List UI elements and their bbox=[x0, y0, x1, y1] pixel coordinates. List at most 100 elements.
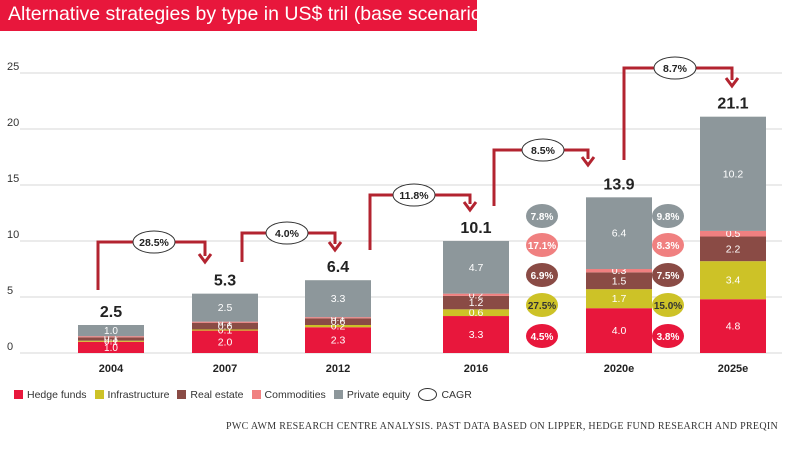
total-label-2004: 2.5 bbox=[100, 304, 122, 321]
bar-real-estate-2025e bbox=[700, 236, 766, 262]
cagr-label-2012-2016: 11.8% bbox=[399, 190, 429, 202]
y-tick-label-0: 0 bbox=[7, 341, 13, 353]
bar-hedge-funds-2004 bbox=[78, 341, 144, 353]
legend-item-commodities: Commodities bbox=[251, 388, 326, 401]
data-label-real-estate-2020e: 1.5 bbox=[612, 275, 627, 287]
cagr-arrowhead-2020e-2025e bbox=[724, 77, 740, 89]
cagr-type-ellipse-real-estate-0 bbox=[526, 263, 558, 287]
bar-commodities-2025e bbox=[700, 230, 766, 237]
cagr-type-ellipse-infrastructure-1 bbox=[652, 293, 684, 317]
bar-real-estate-2004 bbox=[78, 337, 144, 341]
legend-item-infrastructure: Infrastructure bbox=[94, 388, 170, 401]
data-label-infrastructure-2004: 0.1 bbox=[104, 337, 118, 348]
total-label-2016: 10.1 bbox=[460, 220, 491, 237]
legend-swatch-hedge-funds bbox=[14, 390, 23, 399]
total-label-2020e: 13.9 bbox=[603, 176, 634, 193]
cagr-arrowhead-2012-2016 bbox=[462, 201, 478, 213]
cagr-type-label-real-estate-1: 7.5% bbox=[657, 271, 680, 282]
cagr-type-label-private-equity-0: 7.8% bbox=[531, 212, 554, 223]
cagr-type-ellipse-hedge-funds-1 bbox=[652, 324, 684, 348]
legend-label-private-equity: Private equity bbox=[346, 388, 411, 401]
cagr-type-label-hedge-funds-0: 4.5% bbox=[531, 332, 554, 343]
x-tick-label-2016: 2016 bbox=[464, 363, 488, 375]
data-label-private-equity-2025e: 10.2 bbox=[723, 168, 744, 180]
legend-label-real-estate: Real estate bbox=[190, 388, 244, 401]
cagr-ellipse-2016-2020e bbox=[521, 138, 565, 162]
cagr-label-2016-2020e: 8.5% bbox=[531, 145, 556, 157]
title-bar: Alternative strategies by type in US$ tr… bbox=[0, 0, 488, 31]
data-label-infrastructure-2020e: 1.7 bbox=[612, 293, 627, 305]
x-tick-label-2020e: 2020e bbox=[604, 363, 635, 375]
data-label-private-equity-2004: 1.0 bbox=[104, 326, 118, 337]
cagr-label-2020e-2025e: 8.7% bbox=[663, 63, 688, 75]
cagr-type-label-private-equity-1: 9.8% bbox=[657, 212, 680, 223]
legend-label-commodities: Commodities bbox=[264, 388, 326, 401]
cagr-ellipse-2020e-2025e bbox=[653, 56, 697, 80]
total-label-2007: 5.3 bbox=[214, 273, 236, 290]
data-label-commodities-2004: 0.1 bbox=[104, 332, 118, 343]
legend-item-hedge-funds: Hedge funds bbox=[14, 389, 87, 401]
bar-commodities-2016 bbox=[443, 293, 509, 296]
data-label-hedge-funds-2007: 2.0 bbox=[218, 336, 233, 348]
y-tick-label-10: 10 bbox=[7, 229, 19, 241]
y-tick-label-15: 15 bbox=[7, 173, 19, 185]
x-tick-label-2007: 2007 bbox=[213, 363, 237, 375]
data-label-infrastructure-2016: 0.6 bbox=[469, 307, 484, 319]
chart-title: Alternative strategies by type in US$ tr… bbox=[8, 3, 489, 25]
data-label-hedge-funds-2020e: 4.0 bbox=[612, 325, 627, 337]
legend-item-private-equity: Private equity bbox=[333, 388, 411, 401]
legend-swatch-real-estate bbox=[177, 390, 187, 399]
cagr-label-2004-2007: 28.5% bbox=[139, 237, 169, 249]
x-tick-label-2012: 2012 bbox=[326, 363, 350, 375]
cagr-type-ellipse-infrastructure-0 bbox=[526, 293, 558, 317]
bar-infrastructure-2020e bbox=[586, 289, 652, 309]
cagr-type-ellipse-private-equity-1 bbox=[652, 204, 684, 228]
bar-infrastructure-2016 bbox=[443, 309, 509, 317]
data-label-hedge-funds-2004: 1.0 bbox=[104, 343, 118, 354]
data-label-private-equity-2016: 4.7 bbox=[469, 262, 484, 274]
legend-item-cagr: CAGR bbox=[418, 388, 472, 401]
legend-swatch-private-equity bbox=[333, 390, 343, 399]
cagr-type-ellipse-real-estate-1 bbox=[652, 263, 684, 287]
bar-private-equity-2012 bbox=[305, 280, 371, 318]
cagr-ellipse-2012-2016 bbox=[392, 183, 436, 207]
cagr-type-ellipse-commodities-0 bbox=[526, 233, 558, 257]
bar-hedge-funds-2020e bbox=[586, 308, 652, 353]
bar-private-equity-2007 bbox=[192, 293, 258, 322]
total-label-2012: 6.4 bbox=[327, 259, 349, 276]
y-tick-label-5: 5 bbox=[7, 285, 13, 297]
x-tick-label-2025e: 2025e bbox=[718, 363, 749, 375]
bar-real-estate-2007 bbox=[192, 322, 258, 330]
bar-hedge-funds-2007 bbox=[192, 330, 258, 353]
cagr-type-label-real-estate-0: 6.9% bbox=[531, 271, 554, 282]
cagr-type-label-infrastructure-1: 15.0% bbox=[654, 301, 682, 312]
data-label-infrastructure-2025e: 3.4 bbox=[726, 275, 741, 287]
bar-hedge-funds-2012 bbox=[305, 327, 371, 353]
bar-infrastructure-2004 bbox=[78, 340, 144, 342]
bar-private-equity-2025e bbox=[700, 116, 766, 231]
bar-private-equity-2016 bbox=[443, 241, 509, 294]
cagr-arrowhead-2007-2012 bbox=[327, 241, 343, 253]
bar-real-estate-2020e bbox=[586, 272, 652, 290]
legend-label-hedge-funds: Hedge funds bbox=[27, 388, 87, 401]
bar-private-equity-2004 bbox=[78, 325, 144, 337]
legend: Hedge funds Infrastructure Real estate C… bbox=[14, 388, 480, 401]
legend-item-real-estate: Real estate bbox=[177, 388, 244, 401]
cagr-type-label-commodities-0: 17.1% bbox=[528, 241, 556, 252]
bar-commodities-2012 bbox=[305, 317, 371, 319]
data-label-hedge-funds-2025e: 4.8 bbox=[726, 321, 741, 333]
cagr-label-2007-2012: 4.0% bbox=[275, 228, 300, 240]
cagr-type-ellipse-private-equity-0 bbox=[526, 204, 558, 228]
cagr-arrowhead-2016-2020e bbox=[580, 156, 596, 168]
cagr-type-label-hedge-funds-1: 3.8% bbox=[657, 332, 680, 343]
cagr-type-label-infrastructure-0: 27.5% bbox=[528, 301, 556, 312]
data-label-private-equity-2020e: 6.4 bbox=[612, 228, 627, 240]
data-label-real-estate-2004: 0.3 bbox=[104, 335, 118, 346]
cagr-arrowhead-2004-2007 bbox=[197, 253, 213, 265]
bar-commodities-2020e bbox=[586, 269, 652, 273]
bar-infrastructure-2012 bbox=[305, 325, 371, 328]
legend-label-infrastructure: Infrastructure bbox=[107, 388, 170, 401]
total-label-2025e: 21.1 bbox=[717, 96, 748, 113]
bar-infrastructure-2007 bbox=[192, 329, 258, 331]
